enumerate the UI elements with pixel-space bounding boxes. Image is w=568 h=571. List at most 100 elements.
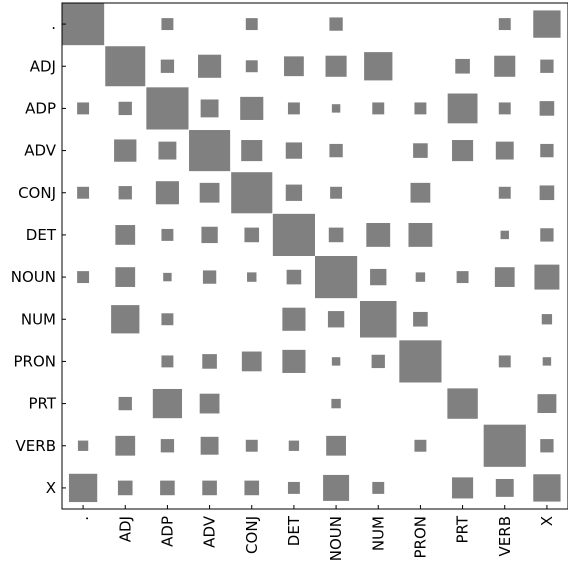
- x-tick-label-adj: ADJ: [116, 516, 134, 542]
- cell-conj-adj: [118, 186, 132, 200]
- x-tick-label-noun: NOUN: [327, 516, 345, 561]
- cell-adj-det: [284, 56, 304, 77]
- cell-pron-det: [282, 349, 306, 373]
- cell-adj-verb: [494, 55, 516, 77]
- cell-det-adp: [161, 228, 174, 241]
- cell-x-adp: [160, 480, 175, 496]
- x-tick-label-det: DET: [285, 515, 303, 546]
- cell-adj-adj: [105, 46, 146, 87]
- cell-pron-adv: [202, 354, 217, 369]
- cell-noun-punct: [77, 271, 90, 284]
- cell-adv-pron: [413, 143, 428, 158]
- cell-conj-x: [539, 185, 555, 201]
- cell-adv-verb: [495, 141, 514, 160]
- cell-pron-adp: [161, 355, 174, 368]
- cell-noun-det: [286, 269, 302, 285]
- plot-frame: [61, 2, 568, 510]
- cell-adp-num: [372, 102, 385, 115]
- y-tick-label-adj: ADJ: [30, 57, 56, 75]
- cell-num-pron: [413, 311, 428, 327]
- cell-x-noun: [323, 474, 350, 501]
- cell-num-adj: [111, 305, 140, 334]
- x-tick-label-verb: VERB: [496, 516, 514, 556]
- x-tick-label-prt: PRT: [454, 515, 472, 543]
- y-tick-label-x: X: [46, 479, 56, 497]
- cell-adp-conj: [240, 96, 264, 120]
- cell-verb-x: [540, 439, 554, 453]
- cell-noun-verb: [494, 267, 515, 287]
- cell-punct-punct: [62, 3, 105, 46]
- cell-adj-num: [364, 52, 393, 81]
- cell-adp-verb: [498, 102, 511, 115]
- cell-adp-adj: [118, 101, 132, 116]
- cell-x-num: [372, 481, 385, 494]
- cell-verb-adv: [200, 436, 219, 455]
- cell-verb-adj: [115, 435, 136, 456]
- cell-prt-adp: [152, 388, 183, 419]
- y-tick-label-prt: PRT: [28, 395, 56, 413]
- cell-verb-conj: [245, 439, 258, 452]
- cell-adv-noun: [329, 143, 343, 158]
- cell-det-x: [540, 228, 554, 242]
- cell-num-x: [541, 314, 553, 325]
- cell-det-pron: [408, 222, 433, 247]
- cell-noun-x: [534, 264, 560, 290]
- cell-adv-adv: [189, 130, 231, 172]
- y-tick-label-verb: VERB: [16, 437, 56, 455]
- cell-adp-pron: [414, 102, 427, 115]
- cell-pron-verb: [498, 355, 511, 368]
- cell-adv-adj: [114, 139, 137, 162]
- cell-verb-adp: [160, 439, 175, 453]
- cell-adv-prt: [452, 140, 474, 162]
- cell-noun-noun: [315, 256, 358, 299]
- cell-num-det: [282, 307, 306, 331]
- cell-punct-conj: [245, 18, 258, 31]
- x-tick-label-adp: ADP: [158, 516, 176, 547]
- cell-punct-noun: [329, 17, 343, 31]
- cell-adv-det: [285, 142, 303, 159]
- cell-adj-conj: [245, 60, 258, 73]
- cell-conj-conj: [231, 172, 273, 214]
- cell-x-prt: [452, 477, 474, 499]
- x-tick-label-num: NUM: [369, 516, 387, 551]
- cell-det-num: [366, 222, 391, 247]
- cell-verb-det: [288, 440, 300, 451]
- cell-noun-adp: [163, 272, 172, 282]
- cell-punct-verb: [498, 18, 511, 31]
- cell-conj-noun: [330, 186, 343, 199]
- cell-conj-det: [285, 184, 303, 201]
- cell-adj-adv: [198, 54, 222, 78]
- cell-conj-pron: [410, 182, 431, 203]
- cell-pron-num: [371, 354, 385, 369]
- cell-punct-x: [533, 10, 561, 38]
- cell-x-conj: [244, 480, 260, 496]
- cell-conj-adv: [199, 182, 220, 203]
- cell-prt-prt: [447, 388, 478, 419]
- cell-x-adv: [202, 480, 217, 496]
- cell-pron-x: [542, 357, 552, 366]
- cell-prt-noun: [331, 398, 341, 409]
- cell-verb-pron: [414, 439, 427, 452]
- cell-det-adv: [201, 226, 218, 244]
- cell-noun-pron: [415, 272, 426, 282]
- cell-x-x: [533, 474, 561, 502]
- cell-adp-x: [539, 101, 555, 116]
- cell-pron-noun: [331, 357, 341, 366]
- cell-pron-pron: [399, 340, 442, 383]
- cell-adj-adp: [160, 59, 175, 73]
- x-tick-label-conj: CONJ: [243, 516, 261, 554]
- x-tick-label-adv: ADV: [201, 515, 219, 548]
- cell-pron-conj: [241, 351, 262, 372]
- cell-det-conj: [244, 227, 260, 243]
- cell-prt-adv: [199, 393, 220, 414]
- cell-verb-noun: [326, 435, 346, 456]
- y-tick-label-punct: .: [51, 15, 56, 33]
- cell-det-adj: [115, 225, 136, 245]
- cell-noun-prt: [456, 271, 469, 284]
- cell-x-det: [287, 481, 300, 494]
- cell-prt-x: [537, 394, 557, 414]
- cell-noun-adv: [202, 270, 217, 284]
- y-tick-label-noun: NOUN: [11, 268, 56, 286]
- y-tick-label-adp: ADP: [25, 99, 56, 117]
